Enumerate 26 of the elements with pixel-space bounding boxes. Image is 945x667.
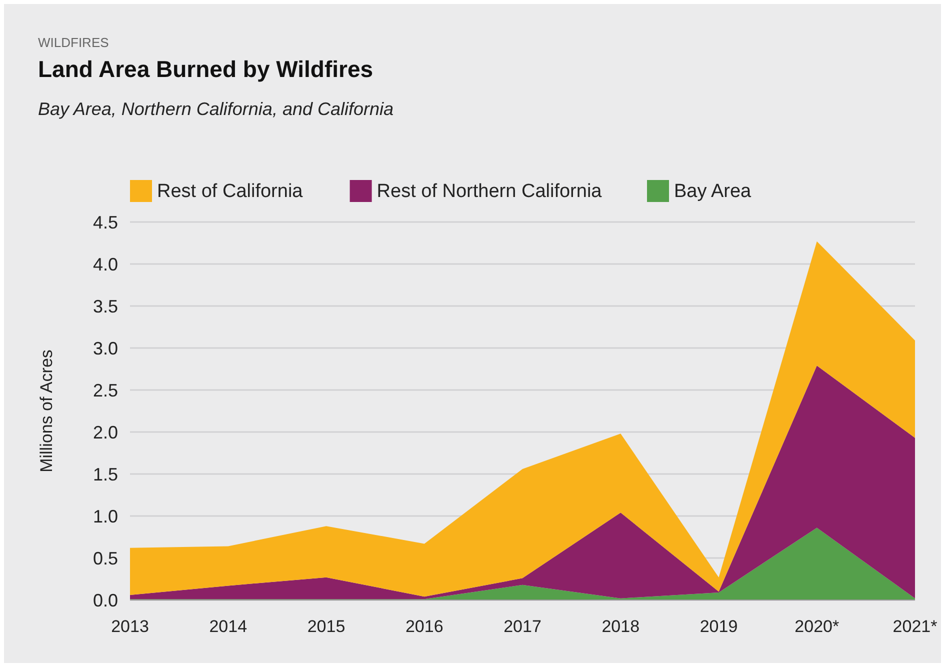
chart-subtitle: Bay Area, Northern California, and California xyxy=(38,99,394,119)
x-tick-label: 2013 xyxy=(111,617,149,636)
x-tick-label: 2017 xyxy=(504,617,542,636)
legend-label: Rest of California xyxy=(157,181,304,202)
y-axis-title: Millions of Acres xyxy=(37,350,56,472)
y-tick-label: 0.5 xyxy=(92,548,118,568)
y-tick-label: 0.0 xyxy=(92,590,118,610)
y-tick-label: 3.0 xyxy=(92,338,118,358)
chart-title: Land Area Burned by Wildfires xyxy=(38,56,374,82)
legend-label: Bay Area xyxy=(674,181,752,202)
y-tick-label: 2.5 xyxy=(92,380,118,400)
x-tick-label: 2019 xyxy=(700,617,738,636)
y-tick-label: 3.5 xyxy=(92,296,118,316)
x-tick-label: 2016 xyxy=(405,617,444,636)
x-tick-label: 2020* xyxy=(794,617,840,636)
y-tick-label: 4.5 xyxy=(92,212,118,232)
text: WILDFIRES xyxy=(38,35,110,50)
legend-label: Rest of Northern California xyxy=(376,181,602,202)
y-tick-label: 4.0 xyxy=(92,254,118,274)
x-tick-label: 2018 xyxy=(602,617,640,636)
y-tick-label: 1.5 xyxy=(92,464,118,484)
x-tick-label: 2014 xyxy=(209,617,248,636)
y-tick-label: 2.0 xyxy=(92,422,118,442)
x-tick-label: 2015 xyxy=(307,617,346,636)
x-tick-label: 2021* xyxy=(892,617,938,636)
y-tick-label: 1.0 xyxy=(92,506,118,526)
